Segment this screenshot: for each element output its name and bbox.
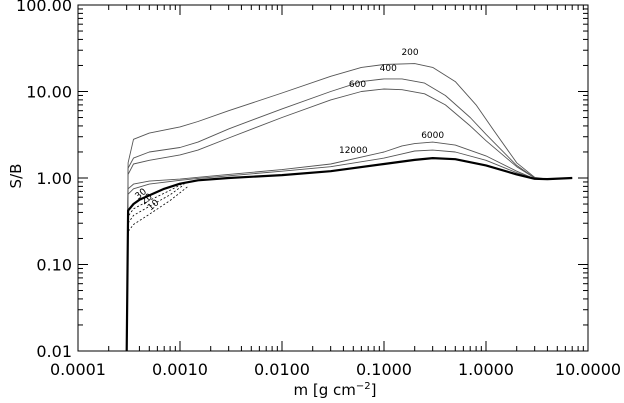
x-tick-label: 1.0000 — [458, 360, 514, 379]
axis-ticks — [77, 5, 588, 352]
series-group — [125, 63, 573, 352]
plot-frame — [77, 4, 589, 352]
y-tick-label: 0.10 — [36, 256, 72, 275]
y-tick-label: 0.01 — [36, 342, 72, 361]
y-tick-label: 100.00 — [16, 0, 72, 15]
y-axis-label: S/B — [7, 164, 25, 189]
curve-label-200: 200 — [401, 48, 418, 58]
y-tick-label: 10.00 — [26, 83, 72, 102]
series-line-200 — [126, 63, 573, 352]
series-line-400 — [126, 78, 573, 352]
series-line-thick — [125, 157, 573, 352]
x-tick-label: 0.1000 — [356, 360, 412, 379]
series-line-12000 — [126, 149, 573, 352]
x-tick-label: 10.0000 — [555, 360, 621, 379]
x-tick-label: 0.0010 — [152, 360, 208, 379]
x-tick-label: 0.0100 — [254, 360, 310, 379]
y-tick-label: 1.00 — [36, 169, 72, 188]
series-line-10 — [126, 186, 189, 352]
x-axis-label: m [g cm−2] — [294, 381, 377, 399]
series-line-600 — [126, 88, 573, 352]
tick-labels: 0.0001 0.0010 0.0100 0.1000 1.0000 10.0000 0.0… — [16, 0, 621, 379]
x-tick-label: 0.0001 — [50, 360, 106, 379]
series-line-6000 — [126, 141, 573, 352]
curve-label-400: 400 — [380, 64, 397, 74]
curve-label-12000: 12000 — [339, 146, 368, 156]
curve-label-600: 600 — [349, 80, 366, 90]
curve-label-6000: 6000 — [421, 131, 444, 141]
plot-area — [77, 4, 589, 352]
